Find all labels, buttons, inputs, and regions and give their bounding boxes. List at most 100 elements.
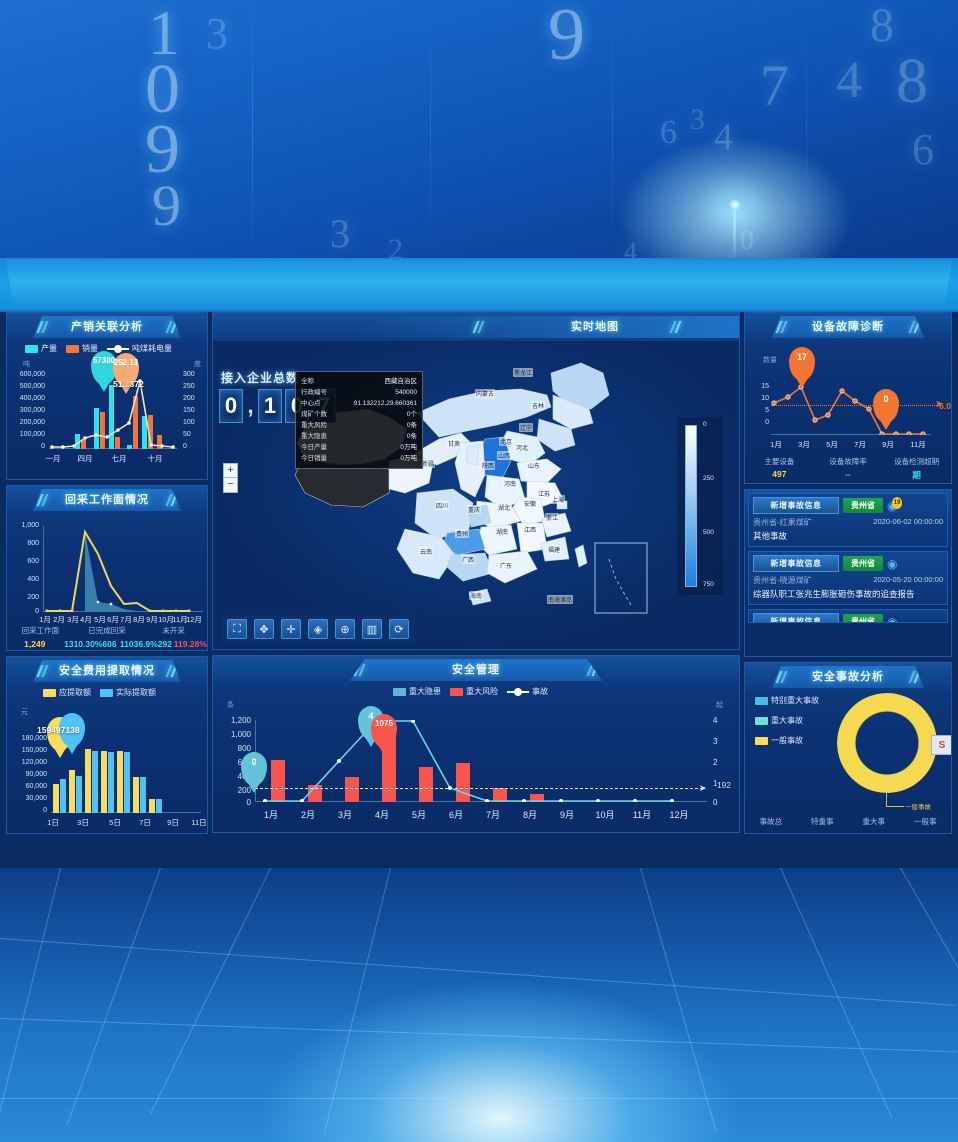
colorbar-tick: 500 <box>703 529 714 536</box>
province-label: 西藏 <box>398 484 411 490</box>
decor-number: 6 <box>912 125 934 174</box>
globe-icon[interactable]: ⊕ <box>335 619 355 639</box>
province-label: 山西 <box>497 451 512 460</box>
tooltip-row: 全称 西藏自治区 <box>301 378 417 385</box>
tooltip-row: 重大风险 0条 <box>301 422 417 429</box>
map-toolbar[interactable]: ⛶ ✥ ✛ ◈ ⊕ ▥ ⟳ <box>221 615 415 643</box>
event-province-badge: 贵州省 <box>843 498 883 513</box>
donut-ring <box>837 693 937 793</box>
counter-digit: 0 <box>219 389 243 423</box>
panel-title-text: 安全费用提取情况 <box>59 665 155 677</box>
stat-item: 设备故障率 <box>829 457 867 466</box>
stat-item: 设备检测超期 <box>894 457 940 466</box>
data-pin-actual <box>59 713 85 754</box>
province-label: 辽宁 <box>519 423 534 432</box>
legend-item: 事故 <box>507 686 548 697</box>
list-item[interactable]: 新增事故信息 贵州省 ◉19 贵州省-红果煤矿 2020-06-02 00:00… <box>748 493 948 547</box>
list-item[interactable]: 新增事故信息 贵州省 ◉ <box>748 609 948 623</box>
stat-item: 回采工作面 <box>21 626 60 635</box>
map-colorbar: 0 250 500 750 <box>677 417 723 595</box>
zoom-in-button[interactable]: + <box>223 463 238 478</box>
legend-safety-fee: 应提取额 实际提取额 <box>43 687 156 698</box>
province-label: 吉林 <box>531 401 546 410</box>
layers-icon[interactable]: ◈ <box>308 619 328 639</box>
stat-item: 已完成回采 <box>88 626 126 635</box>
province-label: 浙江 <box>545 513 560 522</box>
event-tag: 新增事故信息 <box>753 497 839 514</box>
event-mine-name: 贵州省-红果煤矿 <box>753 518 812 527</box>
refresh-icon[interactable]: ⟳ <box>389 619 409 639</box>
tooltip-row: 煤矿个数 0个 <box>301 411 417 418</box>
colorbar-tick: 250 <box>703 475 714 482</box>
decor-number: 9 <box>548 0 585 76</box>
province-label: 河南 <box>503 479 518 488</box>
province-label: 南海诸岛 <box>547 595 574 604</box>
colorbar-tick: 0 <box>703 421 707 428</box>
province-label: 海南 <box>469 591 484 600</box>
panel-realtime-map: 实时地图 <box>212 312 740 650</box>
panel-title-text: 回采工作面情况 <box>65 494 149 506</box>
province-label: 广西 <box>461 555 476 564</box>
province-label: 湖北 <box>497 503 512 512</box>
province-label: 江西 <box>523 525 538 534</box>
tooltip-row: 今日销量 0万吨 <box>301 455 417 462</box>
data-pin-risk: 1075 <box>371 714 397 755</box>
province-label: 福建 <box>547 545 562 554</box>
event-province-badge: 贵州省 <box>843 614 883 622</box>
colorbar-gradient <box>685 425 697 587</box>
building-icon[interactable]: ▥ <box>362 619 382 639</box>
event-province-badge: 贵州省 <box>843 556 883 571</box>
event-count-badge: 19 <box>891 496 903 509</box>
province-label: 内蒙古 <box>475 389 496 398</box>
list-item[interactable]: 新增事故信息 贵州省 ◉ 贵州省-晓源煤矿 2020-05-20 00:00:0… <box>748 551 948 605</box>
background-top-banner: 1 0 9 9 3 3 2 9 6 3 4 7 4 8 8 6 4 0 <box>0 0 958 258</box>
pin-label-amount: 159497138 <box>37 725 80 735</box>
decor-number: 3 <box>330 211 350 256</box>
map-stage[interactable]: 黑龙江 内蒙古 吉林 辽宁 新疆 甘肃 北京 河北 山西 山东 陕西 河南 江苏… <box>213 341 739 649</box>
colorbar-tick: 750 <box>703 581 714 588</box>
panel-title-production: 产销关联分析 <box>33 316 181 338</box>
collapse-icon[interactable]: ✛ <box>281 619 301 639</box>
select-area-icon[interactable]: ⛶ <box>227 619 247 639</box>
panel-title-mining: 回采工作面情况 <box>33 489 181 511</box>
background-bottom-graphic <box>0 868 958 1142</box>
expand-icon[interactable]: ✥ <box>254 619 274 639</box>
stat-item: 主要设备 <box>764 457 795 466</box>
data-pin-fault-min: 0 <box>873 389 899 430</box>
province-label: 江苏 <box>537 489 552 498</box>
event-mine-name: 贵州省-晓源煤矿 <box>753 576 812 585</box>
legend-item: 特别重大事故 <box>755 695 819 706</box>
dashboard-banner <box>6 260 952 308</box>
left-column: 产销关联分析 产量 销量 吨煤耗电量 吨 度 600,000 500,000 4… <box>6 312 208 864</box>
decor-number: 3 <box>206 9 228 58</box>
event-tag: 新增事故信息 <box>753 555 839 572</box>
production-chart: 吨 度 600,000 500,000 400,000 300,000 200,… <box>7 351 207 477</box>
province-label: 新疆 <box>421 459 436 468</box>
panel-title-accident: 安全事故分析 <box>771 666 925 688</box>
map-region-tooltip: 全称 西藏自治区 行政编号 540000 中心点 91.132212,29.66036… <box>295 371 423 469</box>
legend-accident: 特别重大事故 重大事故 一般事故 <box>755 695 819 746</box>
beacon-light <box>728 198 742 212</box>
safety-chart: 条 起 1,200 1,000 800 600 400 200 0 4 3 2 … <box>227 702 731 820</box>
stat-item: 未开采 <box>162 626 185 635</box>
legend-item: 实际提取额 <box>100 687 156 698</box>
event-tag: 新增事故信息 <box>753 613 839 622</box>
dashboard-container: 产销关联分析 产量 销量 吨煤耗电量 吨 度 600,000 500,000 4… <box>0 258 958 868</box>
data-pin-sales: 252.13 <box>113 353 139 394</box>
side-widget-icon[interactable]: S <box>931 735 951 755</box>
panel-accident-events[interactable]: 新增事故信息 贵州省 ◉19 贵州省-红果煤矿 2020-06-02 00:00… <box>744 489 952 657</box>
province-label: 黑龙江 <box>513 368 534 377</box>
equipment-chart: 数量 15 10 5 0 ➤ <box>745 343 951 455</box>
center-column: 实时地图 <box>212 312 740 864</box>
panel-safety-management: 安全管理 重大隐患 重大风险 事故 条 起 1,200 1,000 800 60… <box>212 655 740 833</box>
map-zoom-controls[interactable]: + − <box>223 463 238 493</box>
decor-number: 4 <box>714 116 733 158</box>
province-label: 北京 <box>499 437 514 446</box>
safetyfee-chart: 元 180,000 150,000 120,000 90,000 60,000 … <box>21 709 207 827</box>
reference-line-label: 192 <box>716 780 731 790</box>
legend-item: 应提取额 <box>43 687 91 698</box>
data-pin-fault-max: 17 <box>789 347 815 388</box>
data-pin-production: 57380 <box>91 351 117 392</box>
zoom-out-button[interactable]: − <box>223 478 238 493</box>
panel-mining-face: 回采工作面情况 1,000 800 600 400 200 0 <box>6 485 208 651</box>
